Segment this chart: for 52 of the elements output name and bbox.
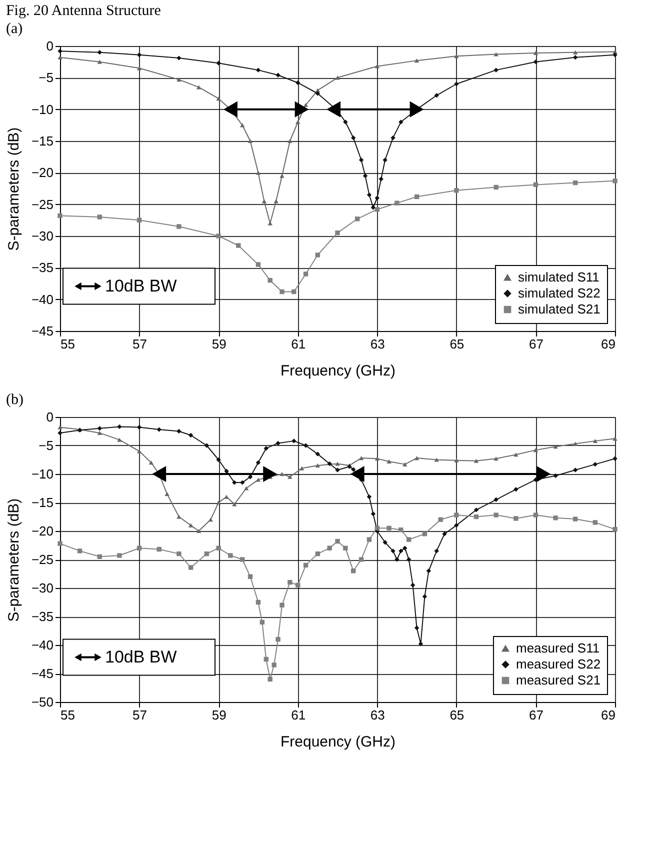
x-tick-label: 67 (528, 336, 544, 352)
x-tick-label: 63 (370, 708, 385, 722)
x-tick-label: 61 (291, 708, 306, 722)
y-tick-label: −5 (38, 438, 54, 453)
legend-label: simulated S21 (518, 302, 600, 316)
legend-label: measured S22 (516, 656, 601, 672)
y-tick-label: −40 (31, 292, 54, 307)
x-tick-label: 61 (291, 336, 306, 352)
y-tick-label: 0 (46, 410, 54, 424)
chart-title: Fig. 20 Antenna Structure (6, 3, 162, 19)
y-tick-label: −45 (31, 666, 54, 681)
x-tick-label: 57 (132, 708, 148, 722)
x-tick-label: 69 (601, 336, 616, 352)
x-axis-title: Frequency (GHz) (280, 734, 396, 750)
x-tick-label: 59 (212, 708, 226, 722)
y-tick-label: −40 (31, 638, 54, 652)
x-tick-label: 65 (450, 708, 464, 722)
y-tick-label: −30 (31, 580, 54, 596)
x-tick-label: 67 (528, 708, 544, 722)
y-tick-label: −35 (31, 609, 54, 624)
annotation: 10dB BW (105, 647, 177, 666)
legend-label: simulated S22 (518, 286, 600, 300)
y-tick-label: −30 (31, 228, 54, 244)
x-axis-title: Frequency (GHz) (280, 362, 396, 380)
legend-label: simulated S11 (518, 270, 600, 284)
y-tick-label: −15 (31, 495, 54, 510)
x-tick-label: 63 (370, 336, 385, 352)
y-tick-label: 0 (46, 38, 54, 54)
y-tick-label: −20 (31, 165, 54, 180)
y-tick-label: −5 (38, 70, 54, 86)
y-tick-label: −20 (31, 524, 54, 538)
y-tick-label: −10 (31, 466, 54, 482)
annotation: 10dB BW (105, 276, 177, 296)
x-tick-label: 55 (60, 708, 75, 722)
x-tick-label: 59 (212, 336, 226, 352)
chart-subtitle: (a) (6, 21, 23, 37)
y-axis-title: S-parameters (dB) (5, 498, 22, 622)
y-tick-label: −35 (31, 260, 54, 276)
y-axis-title: S-parameters (dB) (5, 127, 22, 251)
x-tick-label: 55 (60, 336, 75, 352)
legend-label: measured S11 (516, 640, 600, 656)
y-tick-label: −50 (31, 694, 54, 710)
y-tick-label: −15 (31, 134, 54, 148)
y-tick-label: −25 (31, 552, 54, 567)
y-tick-label: −25 (31, 196, 54, 212)
x-tick-label: 57 (132, 336, 148, 352)
x-tick-label: 69 (601, 708, 616, 722)
y-tick-label: −45 (31, 324, 54, 338)
y-tick-label: −10 (31, 102, 54, 117)
legend-label: measured S21 (516, 672, 601, 688)
chart-title: (b) (6, 392, 24, 408)
x-tick-label: 65 (450, 336, 464, 352)
